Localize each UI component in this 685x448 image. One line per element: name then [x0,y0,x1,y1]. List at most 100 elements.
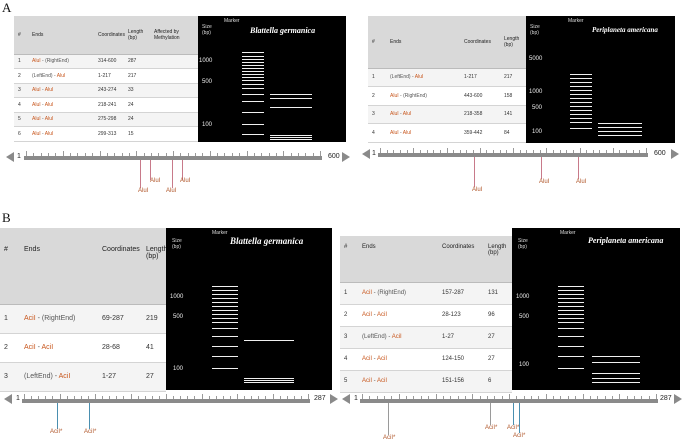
ruler-tick [526,150,527,153]
gel-band [212,302,238,303]
site-marker-label: AluI [472,187,482,193]
digest-table-b-left: # Ends Coordinates Length (bp) 1 AciI - (… [0,228,166,392]
scroll-right-arrow-icon[interactable] [330,394,338,404]
end-right[interactable]: AciI [377,356,387,362]
ruler-tick [173,396,174,399]
end-left[interactable]: AciI [362,378,372,384]
end-right[interactable]: AluI [403,111,412,117]
end-right[interactable]: AciI [42,344,54,351]
gel-band [570,98,592,99]
end-left[interactable]: (LeftEnd) [32,73,53,79]
end-left[interactable]: AluI [32,58,41,64]
ruler-tick [109,396,110,399]
map-start-label: 1 [17,153,21,160]
end-right[interactable]: AluI [415,74,424,80]
end-right[interactable]: (RightEnd) [377,290,406,296]
end-right[interactable]: AluI [57,73,66,79]
end-right[interactable]: (RightEnd) [403,93,427,99]
col-header-coordinates: Coordinates [98,228,142,304]
gel-band [244,340,294,341]
ruler-tick [85,153,86,156]
row-number: 1 [0,304,20,333]
end-right[interactable]: AluI [45,87,54,93]
end-left[interactable]: AluI [32,87,41,93]
end-left[interactable]: AluI [390,130,399,136]
ruler-tick [258,396,259,399]
gel-band [558,356,584,357]
gel-band [242,124,264,125]
end-left[interactable]: (LeftEnd) [362,334,387,340]
scroll-right-arrow-icon[interactable] [671,149,679,159]
gel-band [212,336,238,337]
end-left[interactable]: AluI [390,111,399,117]
scroll-left-arrow-icon[interactable] [362,149,370,159]
end-left[interactable]: AluI [32,102,41,108]
gel-image-a-left: Blattella germanica Marker Size (bp) 100… [198,16,346,142]
scroll-left-arrow-icon[interactable] [342,394,350,404]
ruler-tick [502,396,503,399]
ruler-tick [566,150,567,153]
end-left[interactable]: AciI [362,356,372,362]
end-right[interactable]: AciI [377,378,387,384]
table-row: 2 (LeftEnd) - AluI 1-217 217 [14,69,198,84]
table-row: 4 AluI - AluI 218-241 24 [14,98,198,113]
size-tick-100: 100 [202,122,212,128]
end-left[interactable]: AciI [24,315,36,322]
col-header-length: Length (bp) [500,16,526,68]
site-marker-line [388,403,389,435]
ruler-tick [159,396,160,399]
end-left[interactable]: (LeftEnd) [390,74,411,80]
gel-band [270,94,312,95]
end-right[interactable]: AluI [45,116,54,122]
ruler-tick [384,396,385,399]
size-label: Size (bp) [202,24,216,36]
end-left[interactable]: (LeftEnd) [24,373,53,380]
scroll-left-arrow-icon[interactable] [6,152,14,162]
site-marker-label: AluI [539,179,549,185]
site-marker-line [513,403,514,425]
end-right[interactable]: AciI [59,373,71,380]
ruler-tick [122,153,123,156]
ruler-tick [531,396,532,399]
ruler-tick [626,150,627,153]
scroll-right-arrow-icon[interactable] [674,394,682,404]
end-right[interactable]: (RightEnd) [45,58,69,64]
ruler-tick [216,396,217,399]
end-right[interactable]: AluI [45,102,54,108]
scroll-left-arrow-icon[interactable] [4,394,12,404]
row-methylation [150,69,198,84]
ruler-tick [619,394,620,399]
gel-band [592,356,640,357]
gel-band [592,373,640,374]
end-right[interactable]: (RightEnd) [42,315,75,322]
end-left[interactable]: AluI [32,131,41,137]
ruler-tick [480,148,481,153]
row-ends: AluI - (RightEnd) [28,54,94,69]
site-marker-label: AciI* [507,425,519,431]
site-marker-label: AciI* [383,435,395,441]
site-marker-line [57,403,58,429]
ruler-tick [487,396,488,399]
ruler-tick [276,153,277,156]
gel-band [558,294,584,295]
end-right[interactable]: AluI [45,131,54,137]
end-left[interactable]: AluI [390,93,399,99]
end-left[interactable]: AluI [32,116,41,122]
scroll-right-arrow-icon[interactable] [342,152,350,162]
gel-band [598,127,642,128]
gel-band [212,310,238,311]
end-right[interactable]: AciI [392,334,402,340]
end-right[interactable]: AciI [377,312,387,318]
ruler-tick [391,396,392,399]
section-label-b: B [2,210,11,226]
end-left[interactable]: AciI [362,312,372,318]
end-left[interactable]: AciI [24,344,36,351]
table-row: 1 AluI - (RightEnd) 314-600 287 [14,54,198,69]
end-right[interactable]: AluI [403,130,412,136]
end-left[interactable]: AciI [362,290,372,296]
gel-band [592,362,640,363]
ruler-tick [400,150,401,153]
site-marker-line [490,403,491,425]
gel-band [598,131,642,132]
ruler-tick [590,396,591,399]
